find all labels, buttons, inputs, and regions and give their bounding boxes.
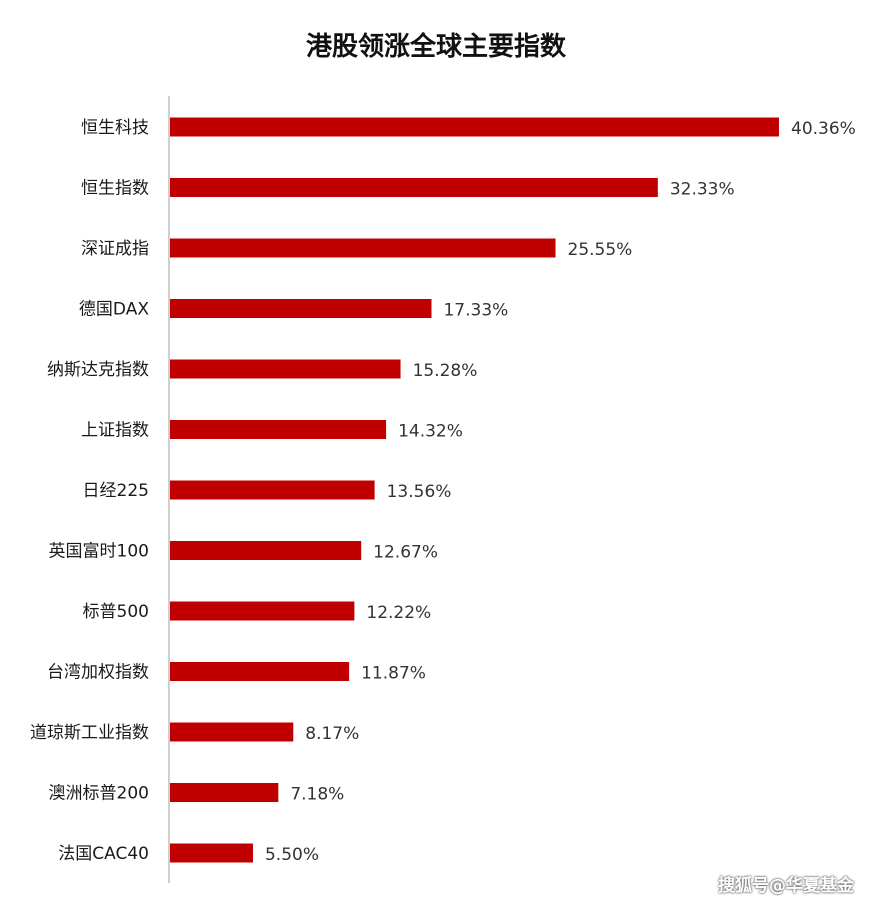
bar: [170, 480, 375, 500]
value-label: 11.87%: [361, 664, 426, 684]
category-label: 恒生指数: [81, 179, 149, 199]
value-label: 7.18%: [290, 785, 344, 805]
bar: [170, 178, 658, 197]
bar: [170, 783, 279, 802]
bar: [170, 601, 355, 621]
bar: [170, 420, 387, 439]
bar: [170, 662, 350, 681]
bar: [170, 359, 401, 379]
value-label: 12.67%: [373, 543, 438, 563]
value-label: 8.17%: [305, 724, 359, 744]
value-label: 13.56%: [387, 482, 452, 502]
value-label: 17.33%: [443, 301, 508, 321]
category-label: 深证成指: [81, 239, 149, 259]
category-label: 日经225: [83, 481, 149, 501]
category-label: 标普500: [83, 602, 149, 622]
value-label: 5.50%: [265, 845, 319, 865]
category-label: 上证指数: [81, 421, 149, 441]
category-label: 道琼斯工业指数: [30, 723, 149, 743]
bar: [170, 722, 294, 742]
category-label: 恒生科技: [81, 118, 149, 138]
value-label: 14.32%: [398, 422, 463, 442]
value-label: 25.55%: [568, 240, 633, 260]
value-label: 12.22%: [366, 603, 431, 623]
bar: [170, 117, 779, 137]
bar: [170, 843, 253, 863]
value-label: 15.28%: [413, 361, 478, 381]
category-label: 英国富时100: [49, 542, 149, 562]
chart-title: 港股领涨全球主要指数: [305, 32, 566, 62]
value-label: 40.36%: [791, 119, 856, 139]
category-label: 台湾加权指数: [47, 663, 149, 683]
bar: [170, 238, 556, 258]
category-label: 法国CAC40: [58, 844, 149, 864]
category-label: 德国DAX: [79, 300, 149, 320]
bar: [170, 299, 432, 318]
value-label: 32.33%: [670, 180, 735, 200]
category-label: 澳洲标普200: [49, 784, 149, 804]
bar: [170, 541, 362, 560]
category-label: 纳斯达克指数: [47, 360, 149, 380]
watermark-text: 搜狐号@华夏基金: [718, 876, 854, 896]
